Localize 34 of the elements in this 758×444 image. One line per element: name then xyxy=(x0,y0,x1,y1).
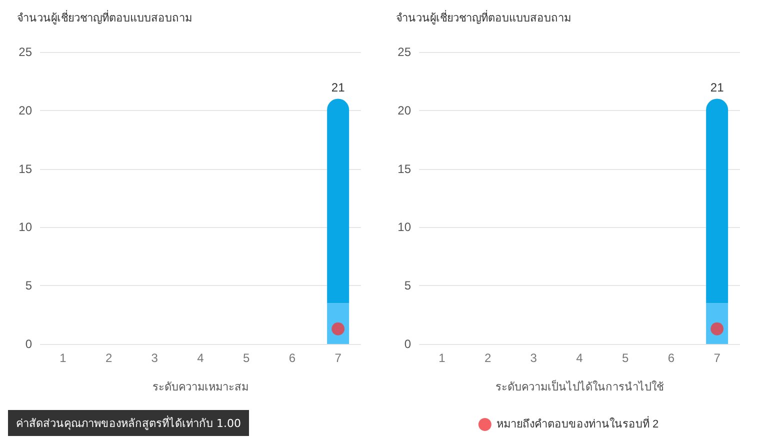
y-tick-label: 5 xyxy=(25,278,32,293)
x-tick-label: 5 xyxy=(243,351,250,365)
legend-label: หมายถึงคำตอบของท่านในรอบที่ 2 xyxy=(496,416,659,430)
y-tick-label: 10 xyxy=(398,220,412,234)
x-tick-label: 7 xyxy=(714,351,721,365)
y-tick-label: 20 xyxy=(398,103,412,118)
y-tick-label: 15 xyxy=(18,162,32,176)
chart-title: จำนวนผู้เชี่ยวชาญที่ตอบแบบสอบถาม xyxy=(17,10,192,24)
y-tick-label: 25 xyxy=(398,45,412,59)
x-tick-label: 7 xyxy=(334,351,342,365)
y-tick-label: 0 xyxy=(404,337,412,351)
x-tick-label: 6 xyxy=(288,351,296,365)
x-tick-label: 3 xyxy=(151,351,158,365)
y-tick-label: 10 xyxy=(18,220,32,234)
x-tick-label: 2 xyxy=(105,351,112,365)
total-label: 21 xyxy=(710,80,724,95)
x-tick-label: 2 xyxy=(484,351,492,365)
y-tick-label: 15 xyxy=(398,162,412,176)
y-tick-label: 20 xyxy=(18,103,32,118)
x-tick-label: 1 xyxy=(438,351,446,365)
y-tick-label: 0 xyxy=(25,337,32,351)
x-tick-label: 3 xyxy=(530,351,538,365)
x-tick-label: 5 xyxy=(622,351,630,365)
text: ค่าสัดส่วนคุณภาพของหลักสูตรที่ได้เท่ากับ 1.00 xyxy=(8,410,249,436)
x-tick-label: 4 xyxy=(576,351,584,365)
y-tick-label: 5 xyxy=(404,278,412,293)
total-label: 21 xyxy=(331,80,346,95)
x-axis-title: ระดับความเหมาะสม xyxy=(152,382,248,394)
x-tick-label: 4 xyxy=(197,351,204,365)
x-axis-title: ระดับความเป็นไปได้ในการนำไปใช้ xyxy=(496,380,664,394)
chart-title: จำนวนผู้เชี่ยวชาญที่ตอบแบบสอบถาม xyxy=(396,10,571,24)
y-tick-label: 25 xyxy=(18,45,32,59)
x-tick-label: 1 xyxy=(60,351,67,365)
x-tick-label: 6 xyxy=(668,351,675,365)
